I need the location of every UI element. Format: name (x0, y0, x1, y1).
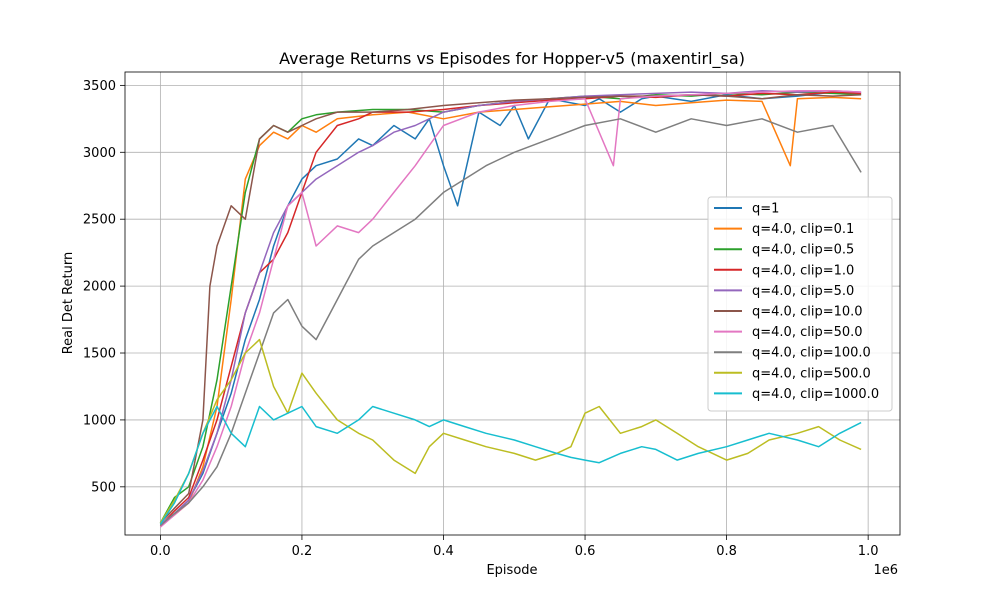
legend-entry-label: q=4.0, clip=50.0 (752, 325, 863, 340)
x-tick-label: 0.0 (150, 544, 171, 559)
legend-entry-label: q=4.0, clip=1.0 (752, 263, 854, 278)
legend-entry-label: q=4.0, clip=0.5 (752, 243, 854, 258)
legend-entry-label: q=4.0, clip=100.0 (752, 346, 871, 361)
y-tick-label: 500 (91, 480, 116, 495)
chart-title: Average Returns vs Episodes for Hopper-v… (279, 49, 745, 69)
legend-entry-label: q=4.0, clip=1000.0 (752, 387, 879, 402)
x-axis-label: Episode (486, 563, 537, 578)
x-tick-label: 0.6 (575, 544, 596, 559)
y-axis-label: Real Det Return (61, 252, 76, 355)
y-tick-label: 1000 (83, 413, 116, 428)
series-group (159, 89, 862, 528)
y-tick-label: 2500 (83, 213, 116, 228)
x-tick-label: 0.8 (716, 544, 737, 559)
x-tick-label: 1.0 (858, 544, 879, 559)
series-line-9 (159, 338, 862, 524)
legend-entry-label: q=4.0, clip=5.0 (752, 284, 854, 299)
series-line-7 (159, 89, 862, 528)
legend-entry-label: q=1 (752, 202, 779, 217)
legend-entry-label: q=4.0, clip=500.0 (752, 366, 871, 381)
series-line-5 (159, 89, 862, 525)
series-line-10 (159, 405, 862, 525)
legend-box (707, 196, 893, 412)
x-tick-label: 0.4 (433, 544, 454, 559)
series-line-6 (159, 93, 862, 524)
legend: q=1 q=4.0, clip=0.1 q=4.0, clip=0.5 q=4.0, … (707, 196, 893, 412)
y-tick-label: 2000 (83, 280, 116, 295)
legend-entry-label: q=4.0, clip=0.1 (752, 222, 854, 237)
ticks: 0.0 0.2 0.4 0.6 0.8 1.0 500 1000 1500 2000 2500 300… (83, 79, 879, 559)
y-tick-label: 3500 (83, 79, 116, 94)
x-axis-scale-label: 1e6 (873, 563, 898, 578)
y-tick-label: 3000 (83, 146, 116, 161)
x-tick-label: 0.2 (292, 544, 313, 559)
series-line-8 (159, 118, 862, 527)
y-tick-label: 1500 (83, 347, 116, 362)
plot-frame (124, 71, 901, 536)
legend-entry-label: q=4.0, clip=10.0 (752, 305, 863, 320)
